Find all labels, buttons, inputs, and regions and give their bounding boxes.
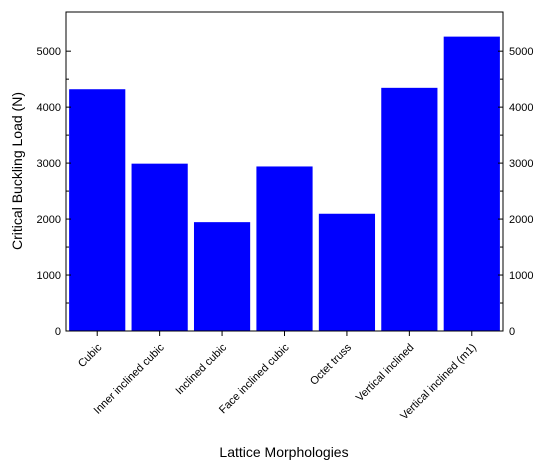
bar-5: [318, 213, 376, 331]
bar-1: [69, 89, 126, 331]
left-tick-label: 1000: [37, 270, 61, 282]
x-tick-label: Cubic: [76, 341, 105, 370]
left-tick-label: 2000: [37, 214, 61, 226]
right-tick-label: 2000: [509, 214, 533, 226]
x-tick-label: Octet truss: [308, 341, 354, 387]
right-tick-label: 5000: [509, 46, 533, 58]
x-tick-label: Face inclined cubic: [217, 341, 292, 416]
bar-4: [256, 166, 313, 331]
left-axis: 0 1000 2000 3000 4000 5000: [37, 46, 71, 338]
right-tick-label: 0: [509, 326, 515, 338]
left-tick-label: 4000: [37, 102, 61, 114]
bar-2: [131, 163, 188, 331]
right-tick-label: 3000: [509, 158, 533, 170]
bar-6: [381, 87, 438, 331]
left-tick-label: 5000: [37, 46, 61, 58]
right-axis: 0 1000 2000 3000 4000 5000: [498, 46, 533, 338]
left-tick-label: 0: [55, 326, 61, 338]
x-axis-title: Lattice Morphologies: [219, 444, 348, 460]
x-tick-label: Inner inclined cubic: [92, 341, 167, 416]
bar-3: [193, 222, 251, 331]
x-tick-label: Vertical inclined: [354, 342, 417, 405]
left-tick-label: 3000: [37, 158, 61, 170]
bar-7: [443, 36, 500, 332]
right-tick-label: 4000: [509, 102, 533, 114]
y-axis-title: Critical Buckling Load (N): [9, 92, 25, 250]
right-tick-label: 1000: [509, 270, 533, 282]
bars-group: [69, 36, 500, 332]
x-tick-label: Inclined cubic: [174, 341, 230, 397]
